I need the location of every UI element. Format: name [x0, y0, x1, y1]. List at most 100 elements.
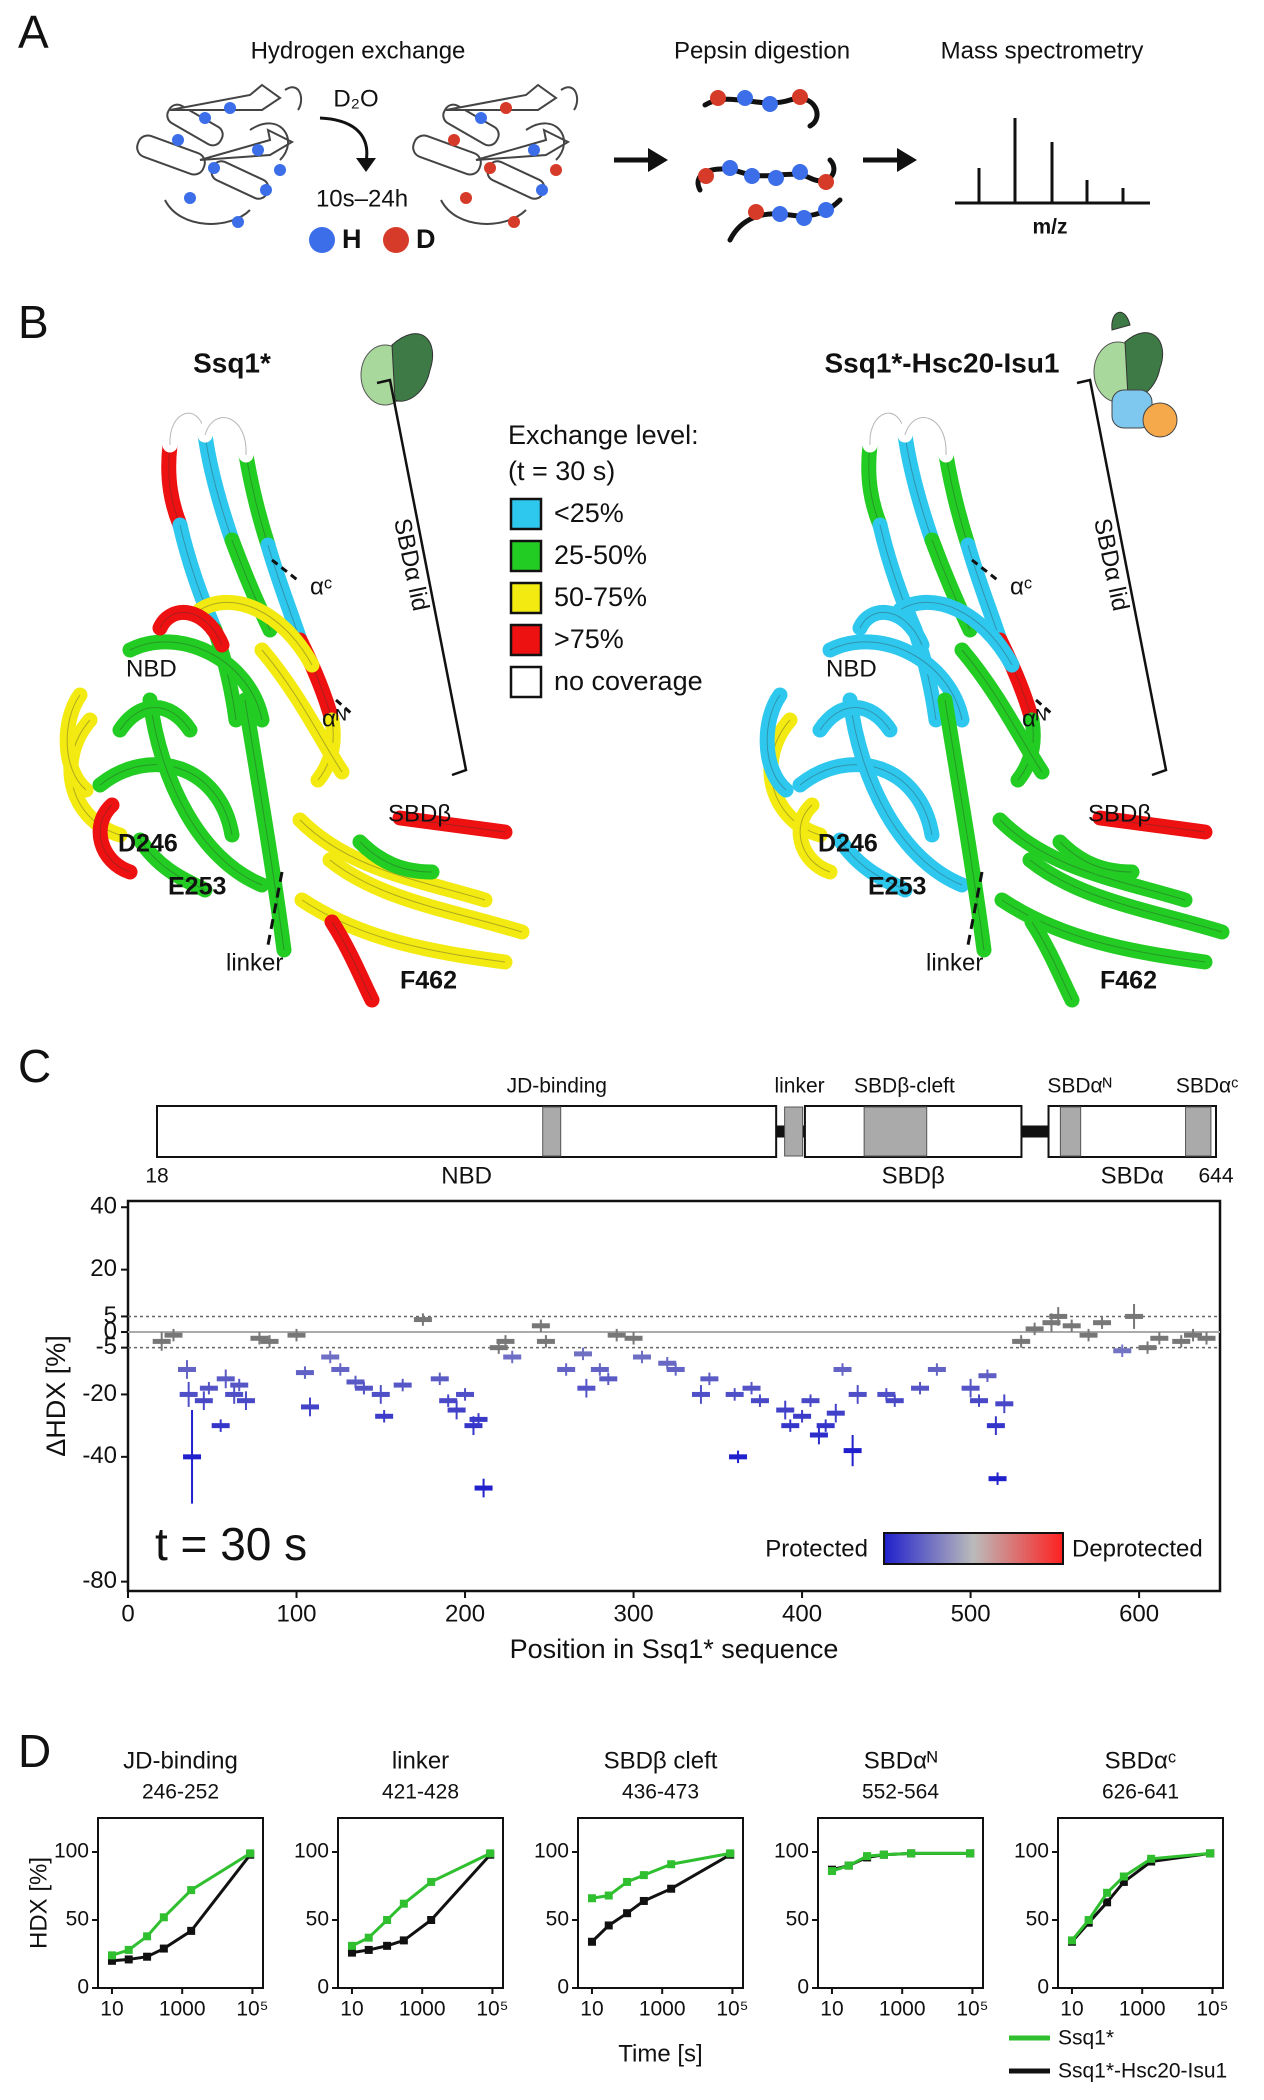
region-label: JD-binding — [507, 1075, 607, 1098]
peptide — [776, 1407, 795, 1413]
structure-label: F462 — [1100, 967, 1157, 995]
peptide — [260, 1338, 279, 1344]
y-tick-label: 0 — [104, 1317, 117, 1344]
peptide — [826, 1410, 845, 1416]
ribbon — [822, 634, 970, 728]
y-tick-label: 50 — [306, 1908, 329, 1931]
point — [1147, 1854, 1156, 1863]
ribbon-outline — [961, 649, 1043, 773]
peptide — [183, 1454, 202, 1460]
ribbon — [238, 447, 276, 553]
ribbon — [292, 812, 493, 908]
step-title: Pepsin digestion — [674, 37, 850, 64]
structure-label: E253 — [168, 873, 226, 901]
y-axis-label: ΔHDX [%] — [41, 1335, 71, 1457]
plot-frame — [817, 1817, 984, 1989]
y-tick-label: 50 — [66, 1908, 89, 1931]
series-line — [591, 1851, 731, 1900]
point — [364, 1933, 373, 1942]
ribbon — [759, 687, 794, 798]
peptide — [211, 1423, 230, 1429]
y-tick-label: 0 — [797, 1976, 809, 1999]
ribbon — [152, 605, 230, 653]
legend-label: no coverage — [554, 666, 703, 696]
ribbon — [294, 892, 513, 970]
ribbon — [392, 810, 513, 840]
x-tick-label: 1000 — [1119, 1998, 1166, 2021]
peptide — [816, 1423, 835, 1429]
structure-label: F462 — [400, 967, 457, 995]
plot-title: JD-binding — [123, 1747, 238, 1774]
helix-pointer — [971, 558, 1001, 584]
ribbon — [142, 692, 270, 893]
peptide — [1012, 1338, 1031, 1344]
region — [784, 1106, 804, 1157]
structure-label: linker — [926, 949, 983, 976]
ms-axis-label: m/z — [1032, 216, 1067, 239]
ribbon-outline — [1059, 841, 1133, 873]
linker-pointer — [966, 871, 984, 946]
region — [1059, 1106, 1082, 1157]
point — [1119, 1877, 1128, 1886]
point — [347, 1948, 356, 1957]
peptide — [331, 1366, 350, 1372]
panel-label: B — [18, 296, 49, 348]
point — [124, 1955, 133, 1964]
y-tick-label: 0 — [317, 1976, 329, 1999]
exchange-dots — [172, 102, 562, 228]
ribbon-outline — [999, 819, 1186, 901]
structure-label: SBDβ — [1088, 800, 1151, 827]
ribbon-outline — [244, 699, 285, 951]
ribbon — [132, 832, 213, 898]
y-tick-label: -20 — [82, 1380, 117, 1407]
ribbon-outline — [199, 601, 313, 666]
point — [187, 1926, 196, 1935]
peptide — [781, 1423, 800, 1429]
ribbon-outline — [849, 699, 963, 886]
y-tick-label: 100 — [534, 1840, 569, 1863]
peptide — [531, 1323, 550, 1329]
point — [827, 1867, 836, 1876]
structure-label: αᴺ — [322, 705, 346, 732]
colorbar — [883, 1532, 1064, 1565]
peptide — [995, 1401, 1014, 1407]
ribbon-outline — [159, 611, 223, 646]
peptide — [295, 1370, 314, 1376]
ribbon — [992, 812, 1193, 908]
ribbon — [832, 832, 913, 898]
peptide — [1184, 1332, 1203, 1338]
ribbon — [937, 692, 992, 958]
ribbon-outline — [799, 764, 933, 836]
structure-label: SBDβ — [388, 800, 451, 827]
ribbon-outline — [904, 417, 947, 456]
point — [604, 1891, 613, 1900]
structure-label: NBD — [126, 655, 177, 682]
ribbon-outline — [204, 434, 233, 541]
peptide — [536, 1338, 555, 1344]
point — [1103, 1898, 1112, 1907]
ribbon — [812, 700, 898, 738]
peptide — [848, 1391, 867, 1397]
peptide — [1150, 1335, 1169, 1341]
ribbon — [897, 410, 954, 463]
panel-a: A Hydrogen exchange Pepsin digestion Mas… — [18, 6, 1150, 254]
range-label: 18 — [145, 1165, 168, 1188]
peptide — [177, 1366, 196, 1372]
point — [427, 1877, 436, 1886]
peptide — [287, 1332, 306, 1338]
domain-label: SBDβ — [882, 1162, 945, 1189]
peptide — [1042, 1320, 1061, 1326]
x-tick-label: 10⁵ — [476, 1998, 508, 2021]
ribbon-outline — [1001, 899, 1206, 963]
complex-icon — [360, 333, 434, 406]
x-tick-label: 10 — [1060, 1998, 1083, 2021]
ribbon — [954, 642, 1050, 780]
panel-b: B Ssq1* Ssq1*-Hsc20-Isu1 Exchange level:… — [18, 296, 1230, 1008]
peptide — [986, 1423, 1005, 1429]
legend-label: D — [416, 224, 436, 254]
ribbon-outline — [331, 921, 373, 1001]
y-tick-label: 0 — [557, 1976, 569, 1999]
ribbon — [197, 427, 240, 548]
peptide — [961, 1385, 980, 1391]
